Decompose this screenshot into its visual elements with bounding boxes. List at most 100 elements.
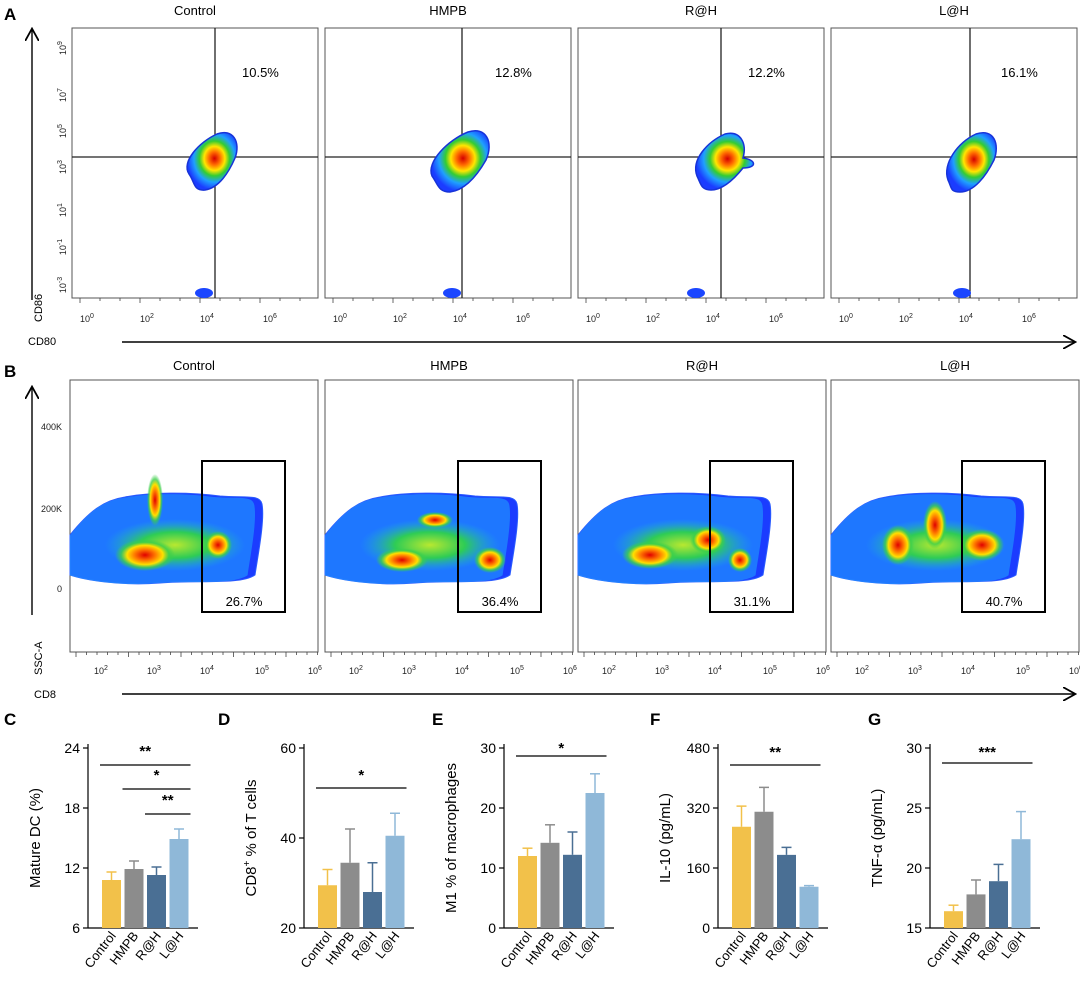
flow-b-plot-3: R@H 31.1% 102 103 104 105 106 bbox=[577, 358, 830, 676]
cd8-gate bbox=[457, 460, 542, 613]
density-hotspot bbox=[690, 526, 726, 554]
density-hotspot bbox=[204, 531, 232, 559]
bar-control bbox=[518, 856, 537, 928]
plot-title: Control bbox=[174, 3, 216, 18]
cd8-gate bbox=[709, 460, 794, 613]
y-tick-label: 18 bbox=[64, 800, 80, 816]
x-tick-label: 106 bbox=[563, 665, 577, 676]
y-tick-label: 105 bbox=[57, 124, 68, 138]
gate-percentage: 26.7% bbox=[226, 594, 263, 609]
quadrant-percentage: 12.2% bbox=[748, 65, 785, 80]
density-hotspot bbox=[728, 548, 752, 572]
bottom-cluster bbox=[195, 288, 213, 298]
panel-label-c: C bbox=[4, 710, 16, 729]
y-axis-label: TNF-α (pg/mL) bbox=[869, 789, 886, 888]
panel-label-a: A bbox=[4, 5, 16, 24]
y-tick-label: 320 bbox=[687, 800, 711, 816]
x-tick-label: 102 bbox=[646, 313, 660, 324]
category-label: R@H bbox=[348, 929, 380, 963]
bar-chart-e: EM1 % of macrophages0102030ControlHMPBR@… bbox=[432, 710, 614, 971]
bottom-cluster bbox=[687, 288, 705, 298]
category-label: R@H bbox=[548, 929, 580, 963]
x-tick-label: 103 bbox=[908, 665, 922, 676]
y-tick-label: 10-3 bbox=[57, 277, 68, 293]
y-axis-label-ssc-a: SSC-A bbox=[33, 641, 45, 675]
gate-percentage: 40.7% bbox=[986, 594, 1023, 609]
y-tick-label: 160 bbox=[687, 860, 711, 876]
panel-label-b: B bbox=[4, 362, 16, 381]
y-tick-label: 20 bbox=[280, 920, 296, 936]
y-axis-label: IL-10 (pg/mL) bbox=[657, 793, 674, 883]
y-tick-label: 107 bbox=[57, 88, 68, 102]
quadrant-percentage: 12.8% bbox=[495, 65, 532, 80]
y-tick-label: 109 bbox=[57, 41, 68, 55]
density-cluster bbox=[945, 131, 997, 193]
x-tick-label: 102 bbox=[602, 665, 616, 676]
plot-title: L@H bbox=[940, 358, 970, 373]
significance-label: *** bbox=[978, 744, 996, 761]
panel-label-g: G bbox=[868, 710, 881, 729]
x-tick-label: 102 bbox=[94, 665, 108, 676]
significance-label: * bbox=[558, 740, 564, 757]
x-tick-label: 100 bbox=[333, 313, 347, 324]
plot-title: HMPB bbox=[429, 3, 467, 18]
x-tick-label: 102 bbox=[349, 665, 363, 676]
category-label: L@H bbox=[998, 929, 1028, 962]
bar-control bbox=[318, 885, 337, 928]
category-label: R@H bbox=[974, 929, 1006, 963]
x-tick-label: 106 bbox=[1022, 313, 1036, 324]
x-tick-label: 103 bbox=[147, 665, 161, 676]
density-hotspot bbox=[474, 547, 506, 573]
quadrant-percentage: 10.5% bbox=[242, 65, 279, 80]
x-tick-label: 102 bbox=[899, 313, 913, 324]
flow-b-plot-4: L@H 40.7% 102 103 104 105 106 bbox=[830, 358, 1080, 676]
bar-rath bbox=[563, 854, 582, 928]
panel-label-d: D bbox=[218, 710, 230, 729]
y-tick-label: 10 bbox=[480, 860, 496, 876]
x-tick-label: 105 bbox=[255, 665, 269, 676]
plot-title: L@H bbox=[939, 3, 969, 18]
y-tick-label: 200K bbox=[41, 504, 62, 514]
bottom-cluster bbox=[443, 288, 461, 298]
density-hotspot bbox=[376, 548, 428, 572]
bottom-cluster bbox=[953, 288, 971, 298]
category-label: L@H bbox=[156, 929, 186, 962]
bar-lath bbox=[799, 886, 819, 928]
x-tick-label: 102 bbox=[393, 313, 407, 324]
x-tick-label: 100 bbox=[839, 313, 853, 324]
bar-hmpb bbox=[340, 862, 360, 928]
x-tick-label: 105 bbox=[1016, 665, 1030, 676]
x-tick-label: 104 bbox=[453, 313, 467, 324]
category-label: L@H bbox=[786, 929, 816, 962]
significance-label: ** bbox=[139, 743, 151, 760]
density-cluster bbox=[186, 131, 238, 191]
x-tick-label: 106 bbox=[263, 313, 277, 324]
x-tick-label: 104 bbox=[708, 665, 722, 676]
x-tick-label: 106 bbox=[308, 665, 322, 676]
x-tick-label: 104 bbox=[961, 665, 975, 676]
flow-a-plots: Control 10.5% 100 102 104 106 HMPB 12.8% 100 102 1… bbox=[57, 3, 1078, 324]
flow-a-plot-3: R@H 12.2% 100 102 104 106 bbox=[577, 3, 825, 324]
y-tick-label: 40 bbox=[280, 830, 296, 846]
plot-title: R@H bbox=[685, 3, 717, 18]
x-axis-label-cd80: CD80 bbox=[28, 336, 56, 348]
bar-rath bbox=[147, 875, 166, 928]
cd8-gate bbox=[201, 460, 286, 613]
density-hotspot bbox=[622, 541, 678, 569]
flow-a-plot-4: L@H 16.1% 100 102 104 106 bbox=[830, 3, 1078, 324]
bar-hmpb bbox=[540, 842, 560, 928]
flow-b-plots: Control 26.7% 102 103 104 105 106 HMPB 36.4% 102 1… bbox=[41, 358, 1080, 676]
y-tick-label: 30 bbox=[480, 740, 496, 756]
x-tick-label: 102 bbox=[140, 313, 154, 324]
flow-a-plot-2: HMPB 12.8% 100 102 104 106 bbox=[324, 3, 572, 324]
flow-b-plot-2: HMPB 36.4% 102 103 104 105 106 bbox=[324, 358, 577, 676]
category-label: L@H bbox=[572, 929, 602, 962]
bar-rath bbox=[777, 854, 796, 928]
x-tick-label: 104 bbox=[959, 313, 973, 324]
bar-rath bbox=[363, 892, 382, 928]
bar-control bbox=[102, 880, 121, 928]
